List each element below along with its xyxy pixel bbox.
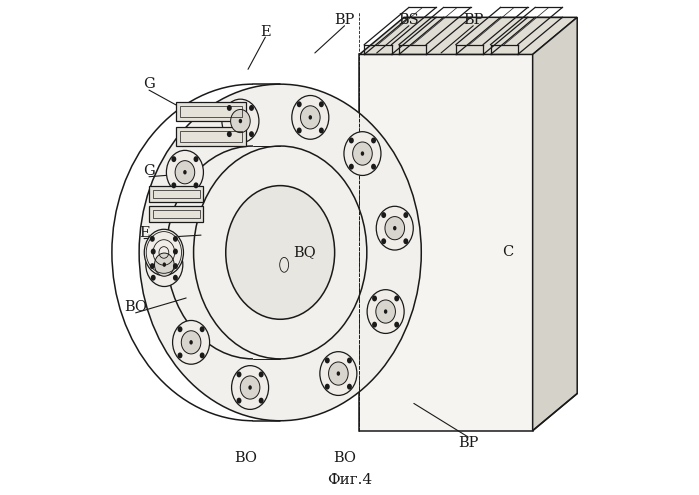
Text: BO: BO (124, 300, 147, 314)
Ellipse shape (249, 105, 254, 111)
Text: BO: BO (234, 451, 257, 465)
Polygon shape (176, 102, 245, 121)
Ellipse shape (139, 84, 421, 421)
Ellipse shape (319, 128, 324, 134)
Ellipse shape (349, 138, 354, 144)
Ellipse shape (372, 322, 377, 328)
Ellipse shape (178, 352, 182, 358)
Ellipse shape (227, 131, 232, 137)
Polygon shape (149, 186, 203, 202)
Polygon shape (359, 54, 533, 431)
Ellipse shape (189, 340, 193, 345)
Ellipse shape (394, 322, 399, 328)
Ellipse shape (372, 296, 377, 301)
Ellipse shape (150, 263, 154, 269)
Polygon shape (359, 17, 577, 54)
Ellipse shape (381, 212, 386, 218)
Ellipse shape (200, 352, 205, 358)
Ellipse shape (320, 351, 357, 396)
Text: Фиг.4: Фиг.4 (327, 473, 372, 487)
Ellipse shape (173, 320, 210, 364)
Ellipse shape (238, 119, 242, 123)
Text: BP: BP (458, 436, 479, 450)
Ellipse shape (329, 362, 348, 385)
Ellipse shape (381, 238, 386, 244)
Ellipse shape (249, 131, 254, 137)
Ellipse shape (181, 331, 201, 354)
Ellipse shape (248, 385, 252, 390)
Ellipse shape (371, 138, 376, 144)
Ellipse shape (144, 229, 183, 276)
Text: G: G (143, 77, 155, 91)
Ellipse shape (361, 151, 364, 156)
Text: BS: BS (398, 13, 419, 27)
Text: E: E (139, 226, 150, 240)
Ellipse shape (347, 357, 352, 363)
Ellipse shape (240, 376, 260, 399)
Text: G: G (143, 164, 155, 178)
Ellipse shape (150, 236, 154, 242)
Ellipse shape (222, 99, 259, 143)
Text: BO: BO (333, 451, 356, 465)
Text: E: E (260, 25, 271, 39)
Ellipse shape (178, 326, 182, 332)
Ellipse shape (325, 357, 330, 363)
Ellipse shape (393, 226, 396, 230)
Text: BP: BP (334, 13, 354, 27)
Ellipse shape (259, 397, 264, 403)
Ellipse shape (384, 309, 387, 314)
Ellipse shape (344, 132, 381, 175)
Ellipse shape (301, 106, 320, 129)
Polygon shape (149, 206, 203, 222)
Ellipse shape (183, 170, 187, 174)
Ellipse shape (146, 243, 183, 287)
Ellipse shape (173, 275, 178, 281)
Text: BQ: BQ (294, 246, 317, 259)
Ellipse shape (337, 371, 340, 376)
Ellipse shape (308, 115, 312, 120)
Polygon shape (533, 17, 577, 431)
Ellipse shape (236, 371, 241, 377)
Ellipse shape (367, 290, 404, 334)
Ellipse shape (173, 248, 178, 254)
Ellipse shape (376, 300, 396, 323)
Ellipse shape (376, 206, 413, 250)
Ellipse shape (226, 186, 335, 319)
Ellipse shape (403, 238, 408, 244)
Ellipse shape (194, 146, 367, 359)
Ellipse shape (394, 296, 399, 301)
Ellipse shape (385, 217, 405, 240)
Ellipse shape (325, 384, 330, 390)
Polygon shape (176, 127, 245, 146)
Ellipse shape (297, 128, 302, 134)
Ellipse shape (231, 366, 268, 409)
Ellipse shape (171, 182, 176, 188)
Ellipse shape (236, 397, 241, 403)
Ellipse shape (173, 236, 178, 242)
Ellipse shape (175, 161, 195, 184)
Ellipse shape (173, 263, 178, 269)
Ellipse shape (154, 253, 174, 276)
Ellipse shape (163, 262, 166, 267)
Ellipse shape (297, 101, 302, 107)
Ellipse shape (194, 156, 199, 162)
Ellipse shape (200, 326, 205, 332)
Ellipse shape (403, 212, 408, 218)
Ellipse shape (151, 275, 156, 281)
Ellipse shape (349, 164, 354, 170)
Ellipse shape (166, 150, 203, 194)
Ellipse shape (171, 156, 176, 162)
Text: BP: BP (463, 13, 484, 27)
Ellipse shape (291, 96, 329, 139)
Ellipse shape (319, 101, 324, 107)
Ellipse shape (227, 105, 232, 111)
Ellipse shape (353, 142, 373, 165)
Ellipse shape (151, 248, 156, 254)
Ellipse shape (194, 182, 199, 188)
Ellipse shape (347, 384, 352, 390)
Ellipse shape (371, 164, 376, 170)
Text: C: C (503, 246, 514, 259)
Ellipse shape (231, 109, 250, 133)
Ellipse shape (259, 371, 264, 377)
